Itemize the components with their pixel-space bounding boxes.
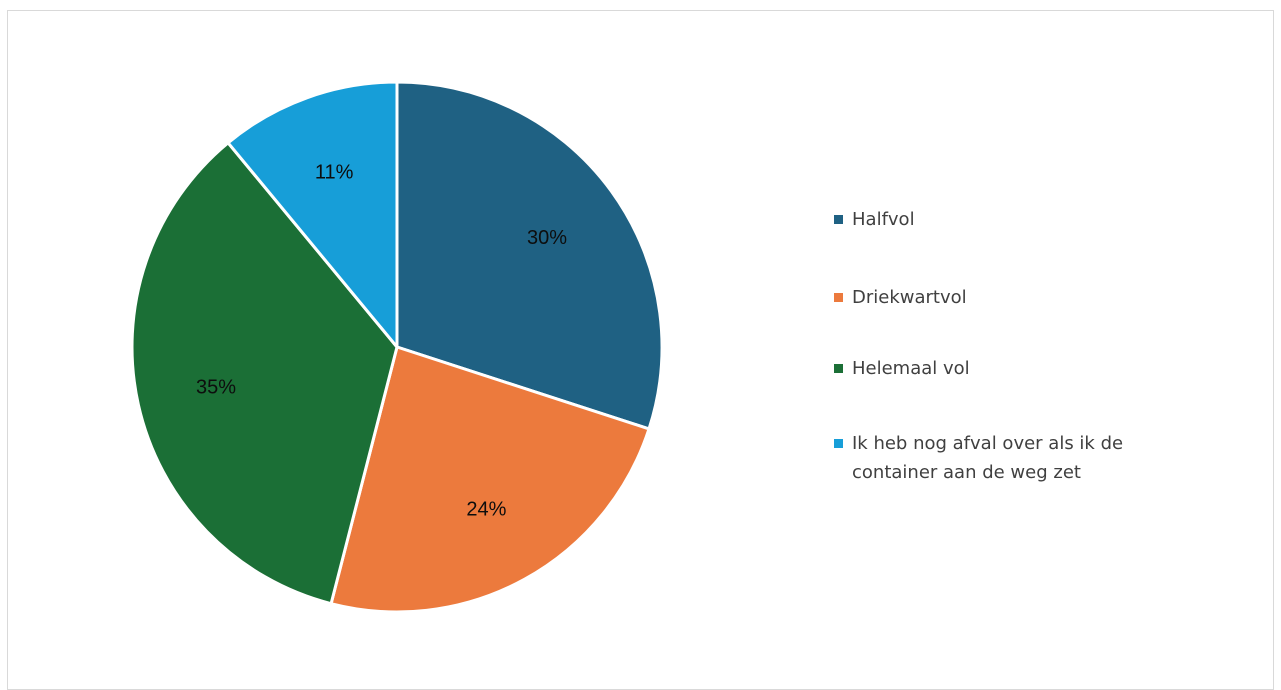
- legend-label-driekwartvol: Driekwartvol: [852, 287, 967, 308]
- pie-slice-driekwartvol: [329, 345, 651, 614]
- legend-swatch-driekwartvol: [834, 293, 843, 302]
- legend-swatch-afval-over: [834, 439, 843, 448]
- data-label-driekwartvol: 24%: [466, 499, 506, 521]
- legend-item-driekwartvol: Driekwartvol: [834, 283, 1152, 312]
- data-label-helemaal-vol: 35%: [196, 376, 236, 398]
- legend-label-helemaal-vol: Helemaal vol: [852, 358, 970, 379]
- legend-item-helemaal-vol: Helemaal vol: [834, 354, 1152, 383]
- legend-label-afval-over: Ik heb nog afval over als ik de containe…: [852, 433, 1124, 483]
- pie-chart: 30% 24% 35% 11%: [130, 80, 664, 614]
- pie-slice-halfvol: [395, 80, 664, 431]
- data-label-halfvol: 30%: [527, 227, 567, 249]
- pie-slice-afval-over: [226, 80, 399, 349]
- legend-label-halfvol: Halfvol: [852, 209, 915, 230]
- data-label-afval-over: 11%: [315, 161, 354, 183]
- legend-item-halfvol: Halfvol: [834, 205, 1152, 234]
- pie-slice-helemaal-vol: [130, 141, 399, 606]
- legend-swatch-helemaal-vol: [834, 364, 843, 373]
- legend-swatch-halfvol: [834, 215, 843, 224]
- legend-item-afval-over: Ik heb nog afval over als ik de containe…: [834, 429, 1152, 487]
